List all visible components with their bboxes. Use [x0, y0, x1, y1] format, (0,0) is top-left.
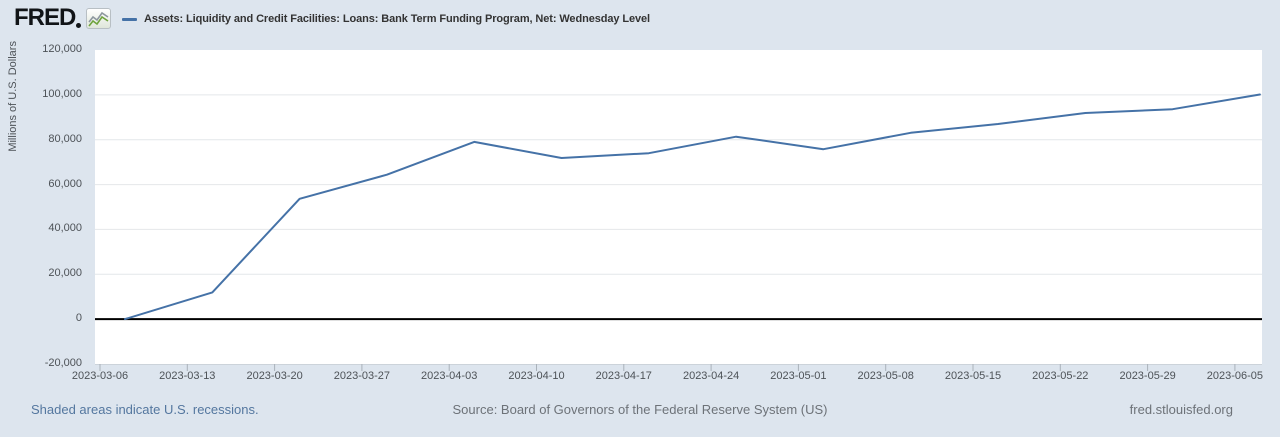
fred-site-link[interactable]: fred.stlouisfed.org — [1129, 402, 1233, 417]
y-axis-tick-label: 0 — [75, 312, 82, 325]
y-axis-tick-label: 40,000 — [48, 222, 82, 235]
x-axis-tick-label: 2023-05-01 — [770, 370, 827, 382]
y-axis-tick-label: -20,000 — [44, 357, 82, 369]
y-axis-tick-label: 100,000 — [42, 87, 82, 100]
chart-header: FRED Assets: Liquidity and Credit Facili… — [0, 0, 1280, 38]
x-axis-tick-label: 2023-03-06 — [71, 370, 129, 382]
fred-logo-text: FRED — [14, 4, 76, 31]
chart-footer: Shaded areas indicate U.S. recessions. S… — [0, 402, 1280, 422]
x-axis-tick-label: 2023-05-08 — [857, 370, 914, 382]
x-axis-tick-label: 2023-05-15 — [944, 370, 1002, 382]
recessions-note-link[interactable]: Shaded areas indicate U.S. recessions. — [31, 402, 259, 417]
plot-background — [95, 50, 1262, 364]
x-axis-tick-label: 2023-06-05 — [1206, 370, 1264, 382]
x-axis-tick-label: 2023-04-17 — [595, 370, 652, 382]
y-axis-tick-label: 120,000 — [42, 43, 82, 55]
series-legend-label[interactable]: Assets: Liquidity and Credit Facilities:… — [144, 13, 650, 25]
plot-area[interactable] — [95, 50, 1262, 372]
chart-svg — [95, 50, 1262, 371]
source-attribution: Source: Board of Governors of the Federa… — [452, 402, 828, 417]
fred-logo[interactable]: FRED — [14, 4, 112, 31]
x-axis-tick-label: 2023-03-20 — [246, 370, 303, 382]
x-axis-tick-label: 2023-03-27 — [333, 370, 391, 382]
series-legend: Assets: Liquidity and Credit Facilities:… — [122, 0, 650, 38]
x-axis-tick-label: 2023-04-10 — [508, 370, 565, 382]
y-axis-tick-label: 80,000 — [48, 132, 82, 145]
y-axis-tick-label: 60,000 — [48, 177, 82, 190]
line-chart-icon — [86, 7, 112, 29]
y-axis-tick-label: 20,000 — [48, 267, 82, 280]
series-line[interactable] — [124, 93, 1261, 321]
legend-line-marker-icon — [122, 17, 137, 21]
x-axis-tick-label: 2023-05-29 — [1119, 370, 1176, 382]
x-axis-tick-label: 2023-04-24 — [682, 370, 740, 382]
logo-period — [76, 23, 82, 28]
x-axis-tick-label: 2023-04-03 — [421, 370, 478, 382]
x-axis-tick-label: 2023-05-22 — [1032, 370, 1089, 382]
x-axis-tick-label: 2023-03-13 — [159, 370, 216, 382]
